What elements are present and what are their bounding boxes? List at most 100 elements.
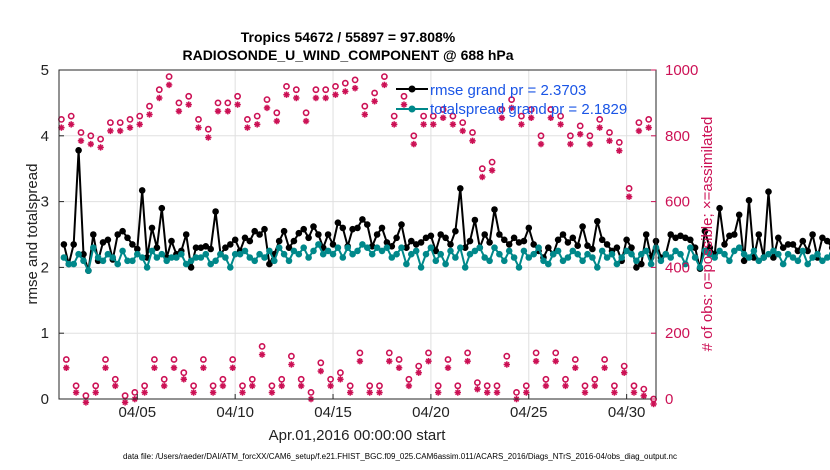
series-point-rmse bbox=[613, 244, 621, 251]
obs-possible-marker bbox=[620, 362, 628, 370]
obs-assimilated-marker bbox=[87, 140, 95, 148]
series-point-rmse bbox=[227, 241, 234, 248]
obs-assimilated-marker bbox=[72, 389, 80, 396]
series-point-totalspread bbox=[339, 254, 347, 261]
series-point-totalspread bbox=[466, 250, 474, 258]
obs-assimilated-stroke bbox=[283, 91, 290, 98]
x-tick-label: 04/25 bbox=[510, 404, 548, 421]
obs-assimilated-marker bbox=[410, 140, 417, 148]
obs-assimilated-stroke bbox=[322, 95, 329, 101]
obs-possible-marker bbox=[199, 356, 207, 363]
series-point-rmse bbox=[501, 236, 508, 244]
series-point-rmse bbox=[770, 254, 777, 261]
obs-assimilated-stroke bbox=[107, 128, 114, 134]
obs-assimilated-marker bbox=[395, 364, 403, 371]
obs-assimilated-stroke bbox=[616, 147, 623, 154]
obs-assimilated-marker bbox=[219, 382, 227, 390]
series-point-totalspread bbox=[359, 241, 366, 248]
series-point-rmse bbox=[691, 244, 699, 251]
series-point-totalspread bbox=[623, 247, 630, 255]
series-point-totalspread bbox=[647, 260, 655, 268]
obs-possible-marker bbox=[611, 382, 618, 390]
obs-assimilated-marker bbox=[327, 382, 334, 390]
series-point-totalspread bbox=[349, 250, 356, 258]
obs-assimilated-marker bbox=[596, 124, 603, 131]
obs-assimilated-marker bbox=[611, 389, 618, 396]
obs-possible-marker bbox=[185, 92, 193, 100]
x-axis-label: Apr.01,2016 00:00:00 start bbox=[269, 427, 447, 444]
obs-possible-marker bbox=[586, 132, 594, 140]
obs-possible-marker bbox=[522, 382, 530, 390]
obs-possible-marker bbox=[292, 86, 300, 94]
series-point-rmse bbox=[824, 237, 830, 245]
obs-assimilated-stroke bbox=[303, 118, 309, 124]
obs-count-layer bbox=[58, 73, 657, 408]
obs-assimilated-marker bbox=[621, 369, 628, 376]
obs-possible-marker bbox=[640, 385, 648, 393]
obs-possible-marker bbox=[209, 382, 217, 390]
obs-assimilated-marker bbox=[141, 389, 148, 396]
obs-assimilated-stroke bbox=[342, 88, 349, 95]
series-point-totalspread bbox=[427, 244, 435, 251]
obs-assimilated-marker bbox=[116, 127, 124, 135]
obs-assimilated-marker bbox=[552, 358, 559, 365]
obs-assimilated-stroke bbox=[195, 124, 202, 131]
obs-assimilated-marker bbox=[371, 98, 378, 105]
obs-possible-marker bbox=[562, 375, 569, 383]
series-point-totalspread bbox=[383, 244, 391, 251]
obs-possible-marker bbox=[420, 112, 427, 120]
obs-possible-marker bbox=[141, 382, 148, 390]
obs-possible-marker bbox=[454, 382, 462, 390]
obs-assimilated-stroke bbox=[533, 358, 539, 364]
series-point-totalspread bbox=[525, 254, 533, 261]
obs-assimilated-marker bbox=[601, 364, 608, 371]
obs-assimilated-marker bbox=[435, 389, 442, 396]
series-point-totalspread bbox=[799, 247, 807, 255]
obs-assimilated-marker bbox=[112, 382, 119, 390]
series-point-rmse bbox=[138, 187, 146, 194]
series-point-rmse bbox=[804, 247, 811, 255]
series-point-totalspread bbox=[173, 254, 180, 261]
obs-assimilated-marker bbox=[361, 111, 368, 118]
series-point-totalspread bbox=[408, 250, 415, 258]
obs-assimilated-marker bbox=[366, 389, 373, 396]
series-point-totalspread bbox=[148, 247, 156, 255]
series-point-rmse bbox=[354, 224, 361, 232]
obs-assimilated-marker bbox=[567, 140, 574, 148]
chart-title-line2: RADIOSONDE_U_WIND_COMPONENT @ 688 hPa bbox=[182, 47, 513, 63]
obs-possible-marker bbox=[581, 382, 589, 390]
obs-assimilated-stroke bbox=[269, 389, 275, 396]
series-point-rmse bbox=[275, 237, 283, 245]
obs-assimilated-stroke bbox=[278, 383, 285, 389]
obs-assimilated-stroke bbox=[386, 358, 393, 364]
obs-assimilated-stroke bbox=[313, 95, 319, 101]
series-point-totalspread bbox=[364, 244, 371, 251]
obs-possible-marker bbox=[518, 112, 525, 120]
obs-assimilated-stroke bbox=[352, 85, 358, 91]
series-point-totalspread bbox=[310, 247, 317, 255]
obs-assimilated-marker bbox=[439, 114, 447, 122]
obs-possible-marker bbox=[376, 382, 383, 390]
obs-possible-marker bbox=[513, 388, 520, 396]
series-point-totalspread bbox=[633, 257, 640, 265]
series-point-totalspread bbox=[486, 257, 493, 265]
obs-assimilated-marker bbox=[224, 107, 232, 115]
series-point-rmse bbox=[642, 231, 650, 238]
obs-assimilated-marker bbox=[542, 382, 550, 390]
obs-assimilated-stroke bbox=[362, 111, 368, 118]
y-tick-label-right: 400 bbox=[665, 259, 690, 276]
obs-possible-marker bbox=[67, 112, 75, 120]
series-point-totalspread bbox=[598, 247, 606, 255]
obs-possible-marker bbox=[107, 119, 114, 126]
y-tick-label-right: 200 bbox=[665, 325, 690, 342]
series-point-totalspread bbox=[706, 250, 714, 258]
x-tick-label: 04/30 bbox=[608, 404, 646, 421]
obs-assimilated-stroke bbox=[391, 121, 397, 128]
series-point-totalspread bbox=[608, 250, 616, 258]
obs-possible-marker bbox=[287, 352, 295, 360]
obs-assimilated-stroke bbox=[645, 124, 652, 131]
obs-possible-marker bbox=[410, 132, 418, 140]
obs-possible-marker bbox=[243, 116, 251, 123]
obs-possible-marker bbox=[552, 349, 560, 357]
obs-assimilated-marker bbox=[165, 81, 173, 89]
